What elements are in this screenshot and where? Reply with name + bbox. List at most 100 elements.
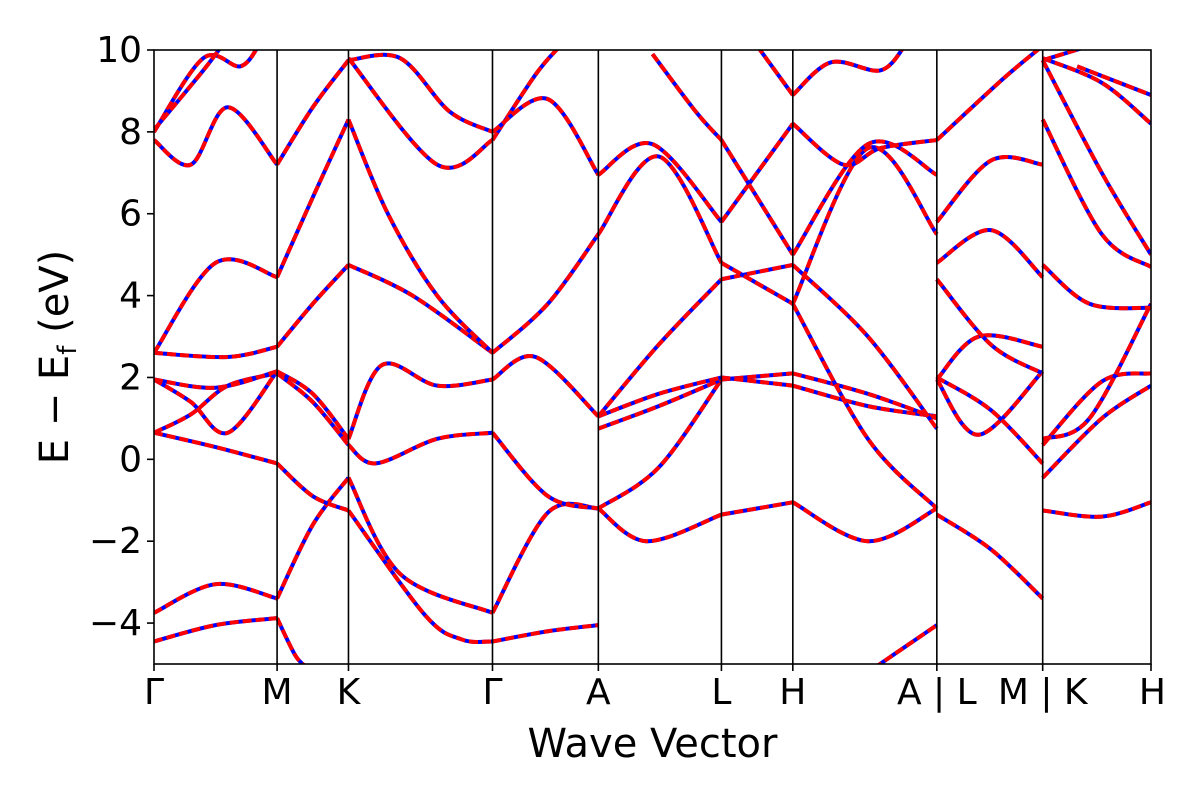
y-tick-label: 6: [119, 194, 142, 235]
band-line-seg6-band3: [791, 302, 939, 510]
band-line-red-dashed: [346, 361, 493, 440]
band-line-blue: [596, 154, 724, 264]
x-tick-label: A | L: [897, 672, 977, 713]
band-line-seg8-band5: [1040, 118, 1151, 269]
bands-layer: [154, 50, 1151, 664]
band-line-red-dashed: [154, 430, 278, 466]
band-line-blue: [721, 500, 794, 517]
y-tick-label: 2: [119, 357, 142, 398]
band-line-red-dashed: [721, 371, 793, 382]
band-line-seg8-band3: [1041, 302, 1151, 441]
band-line-red-dashed: [154, 370, 279, 436]
band-line-blue: [347, 263, 494, 355]
band-line-red-dashed: [346, 118, 494, 355]
band-line-red-dashed: [596, 154, 724, 264]
band-line-red-dashed: [791, 500, 938, 544]
y-tick-label: −2: [89, 521, 142, 562]
band-line-red-dashed: [791, 139, 938, 256]
band-line-red-dashed: [721, 500, 794, 517]
band-line-seg2-band3: [346, 361, 493, 440]
band-line-seg3-band4: [491, 233, 600, 355]
band-line-seg3-band3: [491, 354, 600, 418]
band-line-seg7-band0: [935, 512, 1045, 600]
band-line-red-dashed: [1076, 64, 1151, 97]
band-line-seg8-band6: [1040, 59, 1151, 256]
band-line-red-dashed: [1041, 302, 1151, 441]
x-tick-label: H: [1139, 672, 1166, 713]
band-line-red-dashed: [154, 50, 259, 133]
band-line-blue: [791, 263, 939, 430]
band-line-red-dashed: [347, 263, 494, 355]
band-line-blue: [791, 145, 939, 305]
band-line-seg2-band0: [346, 476, 494, 615]
band-line-red-dashed: [719, 122, 795, 224]
plot-frame: [153, 49, 1152, 665]
band-line-red-dashed: [935, 512, 1045, 600]
band-line-red-dashed: [490, 501, 599, 614]
band-line-seg5-band6: [719, 138, 795, 256]
band-line-red-dashed: [154, 369, 278, 390]
band-line-seg8-band8: [1042, 50, 1083, 63]
x-tick-label: L: [711, 672, 731, 713]
y-axis-title-subscript: f: [53, 345, 83, 355]
band-line-blue: [935, 512, 1045, 600]
band-line-red-dashed: [1040, 59, 1151, 256]
band-line-seg2-band1: [346, 509, 493, 644]
band-line-seg1-band4: [276, 369, 351, 441]
band-line-seg0-band5: [154, 369, 278, 390]
band-line-seg4-band0: [597, 506, 723, 544]
y-tick-label: 4: [119, 276, 142, 317]
band-line-seg4-band4: [596, 277, 723, 418]
band-line-red-dashed: [597, 378, 724, 511]
band-line-blue: [154, 581, 278, 615]
band-line-seg6-band9: [876, 623, 938, 664]
band-line-red-dashed: [597, 377, 723, 431]
band-line-blue: [346, 476, 494, 615]
band-line-red-dashed: [154, 371, 278, 435]
band-line-seg7-band3: [935, 333, 1044, 381]
band-line-seg7-band6: [935, 155, 1044, 224]
band-line-seg1-band3: [275, 371, 351, 447]
band-line-seg0-band0: [154, 581, 278, 615]
high-symmetry-lines: [276, 50, 1044, 664]
band-line-red-dashed: [275, 617, 306, 664]
band-line-blue: [876, 623, 938, 664]
band-line-red-dashed: [275, 371, 351, 447]
band-line-seg3-band6: [491, 96, 601, 176]
band-line-blue: [154, 257, 278, 355]
y-tick-label: −4: [89, 603, 142, 644]
band-line-seg7-band1: [935, 369, 1045, 437]
band-line-red-dashed: [348, 52, 494, 134]
band-line-seg2-band5: [346, 118, 494, 355]
band-line-seg1-band7: [275, 59, 351, 166]
band-line-seg3-band1: [492, 623, 599, 644]
band-line-red-dashed: [1040, 118, 1151, 269]
band-line-red-dashed: [935, 375, 1045, 465]
band-line-seg5-band3: [721, 262, 794, 282]
band-line-red-dashed: [491, 354, 600, 418]
band-line-red-dashed: [1041, 56, 1151, 126]
band-line-blue: [348, 52, 494, 134]
y-tick-label: 0: [119, 439, 142, 480]
band-line-seg6-band2: [792, 371, 938, 421]
band-line-seg1-band1: [275, 617, 306, 664]
band-line-seg1-band2: [275, 461, 350, 513]
x-tick-label: K: [337, 672, 362, 713]
band-line-red-dashed: [154, 50, 222, 132]
band-line-seg8-band2: [1041, 371, 1151, 447]
band-line-seg5-band7: [757, 50, 795, 97]
band-line-blue: [935, 369, 1045, 437]
band-line-seg8-band1: [1041, 383, 1151, 480]
band-line-seg5-band5: [719, 122, 795, 224]
band-line-red-dashed: [757, 50, 795, 97]
band-line-seg5-band0: [721, 500, 794, 517]
band-line-red-dashed: [491, 233, 600, 355]
band-line-red-dashed: [1041, 371, 1151, 447]
band-line-red-dashed: [597, 140, 723, 224]
band-line-seg0-band9: [154, 50, 259, 133]
band-line-red-dashed: [347, 430, 493, 466]
band-line-seg4-band6: [597, 140, 723, 224]
band-line-blue: [154, 369, 278, 390]
x-tick-label: Γ: [144, 672, 164, 713]
